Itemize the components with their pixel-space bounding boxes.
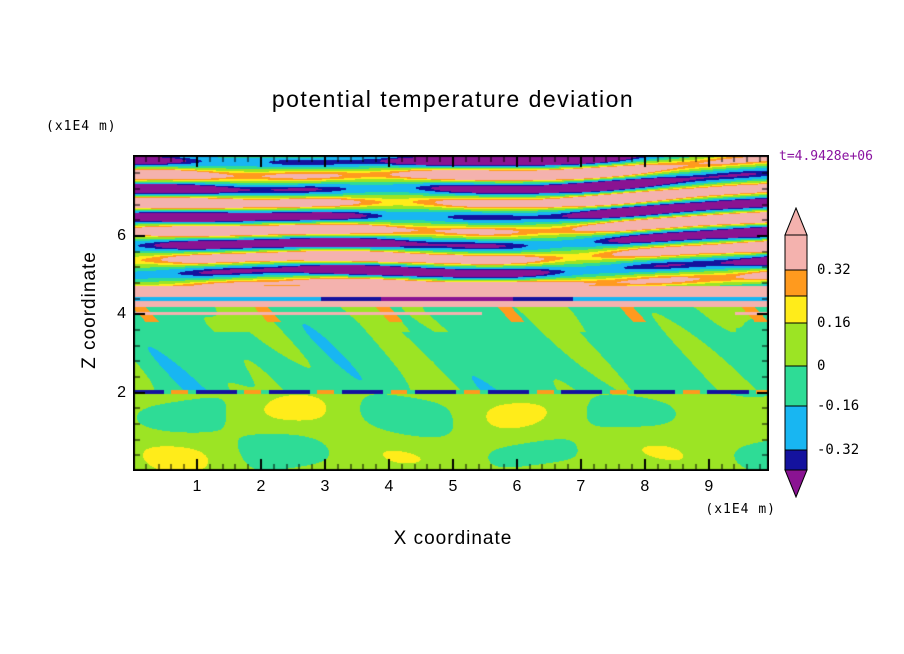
colorbar-segment (784, 405, 808, 451)
colorbar-tick-label: -0.32 (817, 442, 860, 458)
x-tick-label: 8 (640, 478, 650, 495)
colorbar-tick-label: 0.16 (817, 315, 851, 331)
colorbar-segment (784, 234, 808, 271)
x-axis-label: X coordinate (393, 528, 513, 549)
x-tick-label: 1 (192, 478, 202, 495)
x-axis-units: (x1E4 m) (705, 502, 776, 517)
z-tick-label: 2 (117, 383, 126, 401)
colorbar-tick-label: 0 (817, 358, 826, 374)
colorbar-segment (784, 449, 808, 471)
colorbar-arrow-down (784, 469, 808, 498)
z-tick-label: 4 (117, 305, 126, 323)
plot-title: potential temperature deviation (271, 86, 635, 112)
time-label: t=4.9428e+06 (779, 149, 873, 164)
x-tick-label: 7 (576, 478, 586, 495)
colorbar-segment (784, 365, 808, 407)
x-tick-label: 3 (320, 478, 330, 495)
x-tick-label: 2 (256, 478, 266, 495)
contour-field-canvas (133, 155, 769, 471)
x-tick-label: 9 (704, 478, 714, 495)
x-tick-label: 6 (512, 478, 522, 495)
z-tick-label: 6 (117, 227, 126, 245)
x-tick-label: 5 (448, 478, 458, 495)
colorbar-tick-label: 0.32 (817, 262, 851, 278)
colorbar-segment (784, 295, 808, 324)
z-axis-units: (x1E4 m) (46, 119, 117, 134)
x-tick-label: 4 (384, 478, 394, 495)
colorbar-arrow-up (784, 207, 808, 236)
colorbar-segment (784, 322, 808, 367)
colorbar (784, 207, 808, 498)
colorbar-tick-label: -0.16 (817, 398, 860, 414)
colorbar-segment (784, 269, 808, 297)
